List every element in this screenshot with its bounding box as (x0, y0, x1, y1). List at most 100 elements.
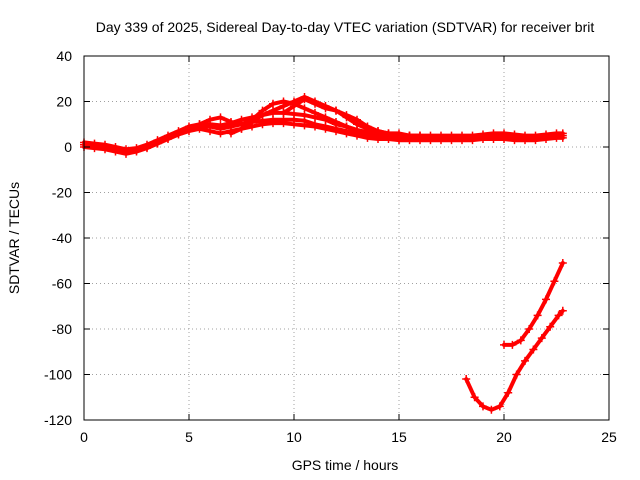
y-axis-ticks: -120 -100 -80 -60 -40 -20 0 20 40 (44, 48, 609, 428)
data-point (533, 311, 542, 320)
data-point (426, 131, 435, 140)
series-sat-d (195, 97, 403, 142)
data-point (321, 124, 330, 133)
data-point (269, 119, 277, 128)
series-sat-b (80, 119, 567, 158)
x-tick-label: 10 (286, 429, 302, 445)
data-point (206, 127, 214, 136)
data-point (512, 370, 521, 379)
data-point (216, 113, 225, 122)
x-axis-ticks: 0 5 10 15 20 25 (80, 56, 617, 445)
data-point (300, 104, 309, 113)
data-point (258, 111, 267, 120)
data-point (311, 108, 319, 117)
series-sat-g (462, 306, 567, 414)
data-point (525, 325, 534, 333)
data-point (279, 119, 288, 128)
plot-border (83, 55, 610, 421)
data-point (500, 340, 508, 349)
data-point (300, 121, 309, 130)
data-point (542, 130, 550, 139)
grid-lines (84, 56, 609, 420)
data-point (332, 127, 340, 136)
data-point (279, 108, 288, 117)
data-point (521, 131, 529, 140)
data-point (332, 106, 340, 115)
data-point (311, 122, 319, 131)
x-axis-label: GPS time / hours (292, 457, 399, 473)
data-point (206, 115, 214, 124)
data-point (227, 129, 235, 138)
data-point (529, 345, 538, 354)
x-tick-label: 15 (391, 429, 407, 445)
data-point (237, 124, 246, 133)
series-sat-f (279, 95, 414, 140)
x-tick-label: 5 (185, 429, 193, 445)
data-point (416, 131, 424, 140)
chart-title: Day 339 of 2025, Sidereal Day-to-day VTE… (96, 19, 595, 35)
y-tick-label: 40 (56, 48, 72, 64)
data-point (290, 110, 298, 119)
data-point (269, 106, 277, 115)
data-point (300, 111, 309, 120)
data-point (164, 131, 172, 140)
data-point (489, 129, 498, 138)
data-point (290, 120, 298, 129)
data-point (447, 131, 456, 140)
y-tick-label: -40 (52, 230, 72, 246)
data-point (384, 129, 393, 138)
data-point (508, 340, 517, 349)
series-sat-h (500, 259, 567, 349)
x-tick-label: 20 (496, 429, 512, 445)
data-point (185, 122, 193, 131)
data-point (290, 102, 298, 111)
y-axis-label: SDTVAR / TECUs (6, 182, 22, 294)
y-tick-label: 0 (64, 139, 72, 155)
data-point (495, 402, 504, 411)
x-tick-label: 0 (80, 429, 88, 445)
data-point (500, 129, 508, 138)
x-tick-label: 25 (601, 429, 617, 445)
y-tick-label: -100 (44, 367, 72, 383)
data-point (311, 99, 319, 108)
data-point (353, 127, 361, 136)
data-point (227, 117, 235, 126)
data-point (101, 140, 109, 149)
data-point (363, 122, 372, 131)
data-point (195, 120, 204, 129)
data-point (550, 277, 559, 286)
data-point (248, 117, 256, 126)
data-point (546, 322, 555, 331)
data-points (80, 92, 567, 414)
data-point (458, 131, 466, 140)
y-tick-label: -80 (52, 321, 72, 337)
data-point (122, 145, 130, 154)
data-point (504, 388, 513, 397)
data-point (487, 405, 496, 414)
data-point (521, 356, 529, 365)
data-point (111, 143, 120, 151)
y-tick-label: -60 (52, 276, 72, 292)
data-point (405, 131, 414, 140)
data-point (462, 375, 471, 384)
data-point (342, 111, 351, 120)
data-point (516, 336, 525, 345)
data-point (321, 113, 330, 122)
data-point (332, 117, 340, 126)
data-point (558, 259, 567, 268)
data-point (353, 115, 361, 124)
data-point (258, 120, 267, 129)
data-point (174, 127, 183, 136)
data-point (90, 139, 99, 148)
data-point (554, 311, 563, 320)
data-point (531, 131, 540, 140)
data-point (300, 95, 309, 104)
data-point (269, 99, 277, 108)
data-point (395, 131, 403, 140)
data-point (537, 334, 546, 343)
data-point (479, 130, 487, 139)
data-point (143, 140, 151, 149)
data-point (132, 144, 141, 153)
data-point (342, 129, 351, 138)
